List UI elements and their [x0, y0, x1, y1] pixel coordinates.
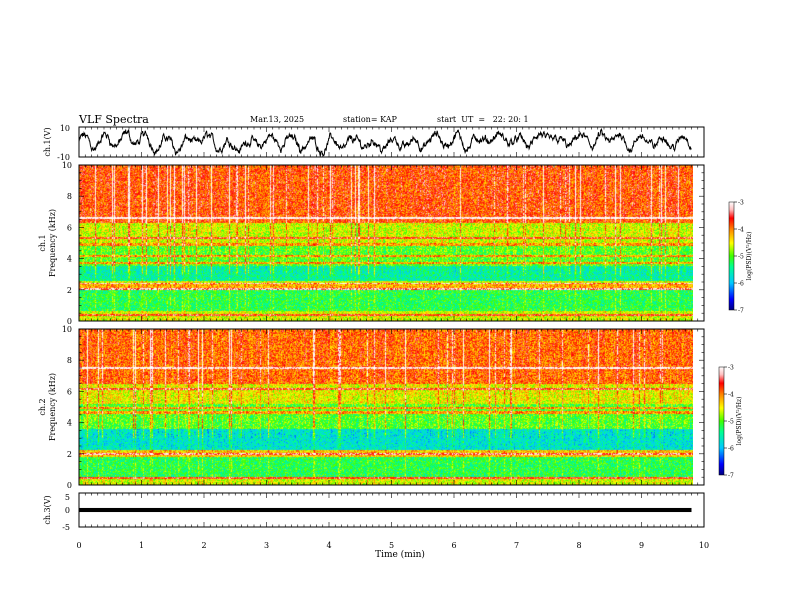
- colorbar-tick-label: -6: [738, 281, 744, 288]
- time-axis-tick-labels: 0 1 2 3 4 5 6 7 8 9 10: [76, 541, 709, 550]
- frequency-tick-label: 10: [62, 325, 72, 334]
- ch1-spectrogram-image: [79, 165, 693, 321]
- time-tick-label: 7: [514, 541, 519, 550]
- colorbar-tick-label: -4: [728, 392, 734, 399]
- ch3-waveform-ticks: [78, 493, 705, 527]
- ch1-colorbar-label: log(PSD)(V²/Hz): [746, 232, 753, 281]
- ch1-frequency-ticks: 0 2 4 6 8 10: [62, 161, 704, 326]
- colorbar-tick-label: -5: [728, 419, 734, 426]
- start-time-label: start UT = 22: 20: 1: [437, 115, 529, 124]
- ch2-colorbar-ticks: -3 -4 -5 -6 -7: [724, 365, 734, 480]
- time-tick-label: 2: [201, 541, 206, 550]
- ch3-ylabel: ch.3(V): [43, 495, 52, 524]
- ch1-colorbar-ticks: -3 -4 -5 -6 -7: [734, 200, 744, 315]
- ch1-spectrogram-panel: 0 2 4 6 8 10 ch.1 Frequency (kHz): [38, 161, 705, 326]
- time-tick-label: 10: [699, 541, 709, 550]
- ch2-spectrogram-panel: 0 2 4 6 8 10 ch.2 Frequency (kHz): [38, 325, 705, 490]
- time-tick-label: 0: [76, 541, 81, 550]
- ch2-spectrogram-image: [79, 329, 693, 485]
- ch1-waveform-panel: 10 -10 ch.1(V): [43, 124, 705, 162]
- ch2-spec-ylabel-channel: ch.2: [38, 398, 47, 415]
- frequency-tick-label: 0: [67, 317, 72, 326]
- ch1-ylabel: ch.1(V): [43, 127, 52, 156]
- frequency-tick-label: 4: [67, 255, 72, 264]
- ch1-colorbar: -3 -4 -5 -6 -7 log(PSD)(V²/Hz): [728, 200, 753, 315]
- ch3-waveform-panel: 5 0 -5 ch.3(V): [43, 492, 705, 532]
- time-tick-label: 9: [639, 541, 644, 550]
- ch3-ytick-bottom: -5: [62, 523, 70, 532]
- colorbar-tick-label: -3: [728, 365, 734, 372]
- figure-title: VLF Spectra: [78, 113, 149, 126]
- colorbar-tick-label: -7: [728, 473, 734, 480]
- ch2-colorbar: -3 -4 -5 -6 -7 log(PSD)(V²/Hz): [718, 365, 743, 480]
- ch1-colorbar-gradient: [728, 201, 735, 311]
- colorbar-tick-label: -4: [738, 227, 744, 234]
- colorbar-tick-label: -6: [728, 446, 734, 453]
- ch1-spectrogram-xticks: [78, 165, 705, 321]
- ch1-ytick-bottom: -10: [57, 153, 70, 162]
- time-tick-label: 6: [451, 541, 456, 550]
- ch3-ytick-mid: 0: [65, 506, 70, 515]
- time-tick-label: 3: [264, 541, 269, 550]
- ch2-frequency-ticks: 0 2 4 6 8 10: [62, 325, 704, 490]
- date-label: Mar.13, 2025: [250, 115, 304, 124]
- time-tick-label: 5: [389, 541, 394, 550]
- ch1-waveform-ticks: [78, 127, 705, 157]
- ch1-ytick-top: 10: [60, 124, 70, 133]
- ch2-spectrogram-xticks: [78, 329, 705, 485]
- frequency-tick-label: 2: [67, 286, 72, 295]
- ch3-waveform-trace: [79, 507, 692, 513]
- ch3-ytick-top: 5: [65, 493, 70, 502]
- ch2-colorbar-gradient: [718, 366, 725, 476]
- frequency-tick-label: 10: [62, 161, 72, 170]
- ch1-waveform-trace: [78, 127, 692, 157]
- frequency-tick-label: 0: [67, 481, 72, 490]
- colorbar-tick-label: -7: [738, 308, 744, 315]
- frequency-tick-label: 6: [67, 223, 72, 232]
- colorbar-tick-label: -5: [738, 254, 744, 261]
- station-label: station= KAP: [343, 115, 398, 124]
- time-tick-label: 8: [576, 541, 581, 550]
- frequency-tick-label: 2: [67, 450, 72, 459]
- time-tick-label: 1: [139, 541, 144, 550]
- frequency-tick-label: 8: [67, 192, 72, 201]
- frequency-tick-label: 6: [67, 387, 72, 396]
- ch1-spec-ylabel-channel: ch.1: [38, 234, 47, 251]
- ch2-colorbar-label: log(PSD)(V²/Hz): [736, 397, 743, 446]
- ch2-spec-ylabel-frequency: Frequency (kHz): [48, 373, 57, 441]
- ch1-spec-ylabel-frequency: Frequency (kHz): [48, 209, 57, 277]
- frequency-tick-label: 4: [67, 419, 72, 428]
- frequency-tick-label: 8: [67, 356, 72, 365]
- colorbar-tick-label: -3: [738, 200, 744, 207]
- time-axis-label: Time (min): [375, 549, 425, 560]
- time-tick-label: 4: [326, 541, 331, 550]
